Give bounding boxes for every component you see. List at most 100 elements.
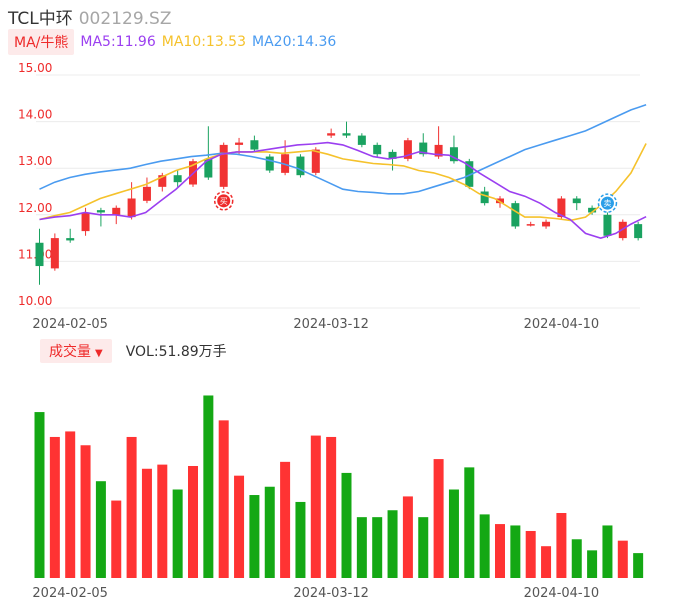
volume-bar [65,431,76,578]
volume-legend: 成交量 ▼ VOL:51.89万手 [40,339,227,363]
volume-bar [617,540,628,578]
volume-bar [188,465,198,578]
candle-body [496,198,504,204]
volume-bar [203,395,214,578]
volume-bar [479,514,490,578]
price-tick-label: 12.00 [18,201,52,215]
candle-body [204,158,213,178]
ma-legend: MA/牛熊 MA5:11.96 MA10:13.53 MA20:14.36 [8,29,342,55]
candle-body [542,221,551,227]
candle-body [634,224,643,239]
volume-bar [571,539,582,578]
price-tick-label: 15.00 [18,61,52,75]
volume-bar [341,472,352,578]
volume-bar [633,553,644,578]
ma20-legend-value: MA20:14.36 [252,34,337,50]
sell-marker-label: 卖 [603,199,611,208]
ma-indicator-selector[interactable]: MA/牛熊 [8,29,75,55]
ma10-line [39,143,647,222]
ma5-legend-value: MA5:11.96 [80,34,156,50]
volume-bar [280,461,291,578]
volume-bar [418,517,429,578]
candle-body [127,198,136,218]
candle-body [388,151,397,159]
volume-bar [80,445,91,578]
candle-body [296,156,305,176]
volume-bar [372,517,383,578]
stock-code: 002129.SZ [78,9,172,29]
candle-body [112,207,121,215]
candle-body [419,142,428,155]
candle-body [572,198,581,204]
stock-name: TCL中环 [8,9,73,29]
candle-body [173,175,182,183]
volume-bar [448,489,459,578]
price-tick-label: 10.00 [18,294,52,308]
buy-marker-label: 买 [220,197,228,206]
candle-body [281,154,290,173]
stock-title: TCL中环 002129.SZ [8,4,171,29]
volume-bar [587,550,598,578]
candle-body [327,133,336,136]
candle-body [235,142,244,145]
volume-bar [172,489,183,578]
candle-body [96,210,105,213]
volume-bar [495,524,505,578]
candle-body [557,198,566,218]
volume-value: VOL:51.89万手 [125,344,227,360]
price-tick-label: 11.00 [18,247,52,261]
candle-body [588,207,597,213]
volume-bar [126,436,137,578]
volume-bar [510,525,521,578]
date-tick-label: 2024-02-05 [32,317,108,332]
volume-bar [541,546,552,578]
candle-body [81,212,90,232]
candle-body [265,156,274,171]
candle-body [142,186,151,201]
volume-bar [556,513,567,578]
date-tick-label: 2024-03-12 [293,317,369,332]
volume-bar [602,525,613,578]
volume-bar [249,495,260,578]
volume-date-tick-label: 2024-04-10 [524,586,600,601]
buy-marker [217,194,231,208]
candle-body [219,144,228,187]
candle-body [35,242,44,267]
candle-body [403,140,412,159]
candle-body [66,238,75,241]
volume-bar [49,436,60,578]
price-tick-label: 13.00 [18,154,52,168]
volume-bar [387,510,398,578]
candle-body [434,144,443,157]
volume-indicator-selector[interactable]: 成交量 ▼ [40,339,112,363]
volume-bar [433,459,444,578]
volume-bar [111,500,122,578]
volume-bar [218,420,229,578]
volume-tag-label: 成交量 [49,344,91,360]
volume-bar [234,475,245,578]
price-tick-label: 14.00 [18,108,52,122]
candle-body [342,133,351,136]
volume-bar [295,501,306,578]
sell-marker [600,196,614,210]
volume-bar [464,467,475,578]
candle-body [511,203,520,227]
volume-bar [326,436,337,578]
volume-bar [310,435,321,578]
ma20-line [39,104,647,195]
candle-body [449,147,458,162]
volume-date-tick-label: 2024-03-12 [293,586,369,601]
ma10-legend-value: MA10:13.53 [161,34,247,50]
volume-bar [95,481,106,578]
volume-bar [157,464,168,578]
candle-body [357,135,366,145]
volume-bar [525,530,536,578]
candle-body [480,191,489,204]
volume-bar [34,412,45,578]
candle-body [465,161,474,187]
candle-body [311,149,320,173]
ma5-line [39,141,647,239]
volume-bar [264,486,275,578]
candle-body [526,224,535,226]
